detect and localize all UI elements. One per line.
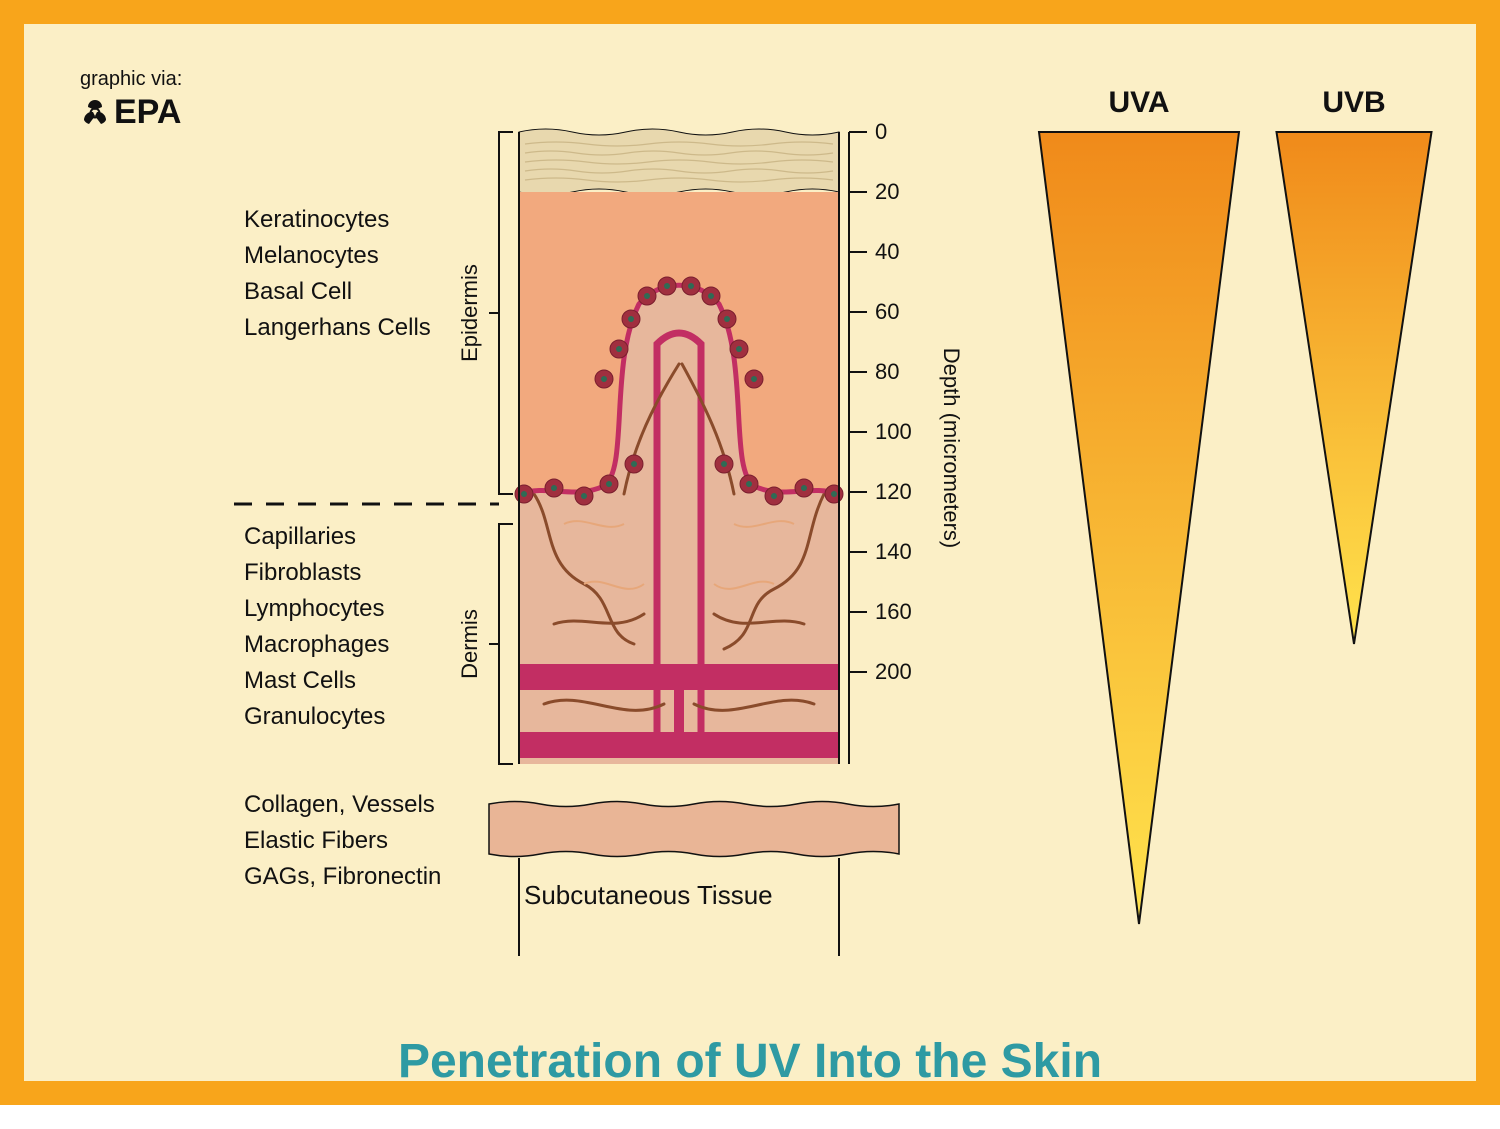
svg-text:Fibroblasts: Fibroblasts bbox=[244, 559, 361, 586]
svg-text:Keratinocytes: Keratinocytes bbox=[244, 206, 389, 233]
svg-text:100: 100 bbox=[875, 419, 912, 444]
svg-text:160: 160 bbox=[875, 599, 912, 624]
svg-text:Collagen, Vessels: Collagen, Vessels bbox=[244, 791, 435, 818]
epa-text: EPA bbox=[114, 93, 181, 132]
svg-text:Capillaries: Capillaries bbox=[244, 523, 356, 550]
svg-text:UVA: UVA bbox=[1108, 86, 1169, 119]
svg-text:Epidermis: Epidermis bbox=[457, 264, 482, 362]
svg-text:GAGs, Fibronectin: GAGs, Fibronectin bbox=[244, 863, 441, 890]
svg-text:Subcutaneous Tissue: Subcutaneous Tissue bbox=[524, 880, 773, 910]
svg-text:Granulocytes: Granulocytes bbox=[244, 703, 385, 730]
svg-text:Depth (micrometers): Depth (micrometers) bbox=[939, 348, 964, 548]
svg-text:140: 140 bbox=[875, 539, 912, 564]
svg-text:20: 20 bbox=[875, 179, 899, 204]
svg-text:60: 60 bbox=[875, 299, 899, 324]
epa-flower-icon bbox=[80, 98, 110, 128]
credit-line: graphic via: bbox=[80, 68, 182, 91]
svg-text:40: 40 bbox=[875, 239, 899, 264]
diagram-svg: Epidermis Dermis 0 20 40 60 80 100 120 140 160 200 D… bbox=[24, 24, 1500, 1129]
svg-text:80: 80 bbox=[875, 359, 899, 384]
svg-text:0: 0 bbox=[875, 119, 887, 144]
svg-text:200: 200 bbox=[875, 659, 912, 684]
svg-text:120: 120 bbox=[875, 479, 912, 504]
svg-text:Lymphocytes: Lymphocytes bbox=[244, 595, 385, 622]
svg-text:UVB: UVB bbox=[1322, 86, 1385, 119]
svg-text:Elastic Fibers: Elastic Fibers bbox=[244, 827, 388, 854]
diagram-title: Penetration of UV Into the Skin bbox=[24, 1034, 1476, 1089]
epa-logo: EPA bbox=[80, 93, 182, 132]
diagram-frame: Epidermis Dermis 0 20 40 60 80 100 120 140 160 200 D… bbox=[0, 0, 1500, 1105]
svg-text:Basal Cell: Basal Cell bbox=[244, 278, 352, 305]
svg-text:Dermis: Dermis bbox=[457, 609, 482, 679]
svg-text:Langerhans Cells: Langerhans Cells bbox=[244, 314, 431, 341]
svg-text:Mast Cells: Mast Cells bbox=[244, 667, 356, 694]
credit-block: graphic via: EPA bbox=[80, 68, 182, 132]
svg-text:Melanocytes: Melanocytes bbox=[244, 242, 379, 269]
svg-text:Macrophages: Macrophages bbox=[244, 631, 389, 658]
